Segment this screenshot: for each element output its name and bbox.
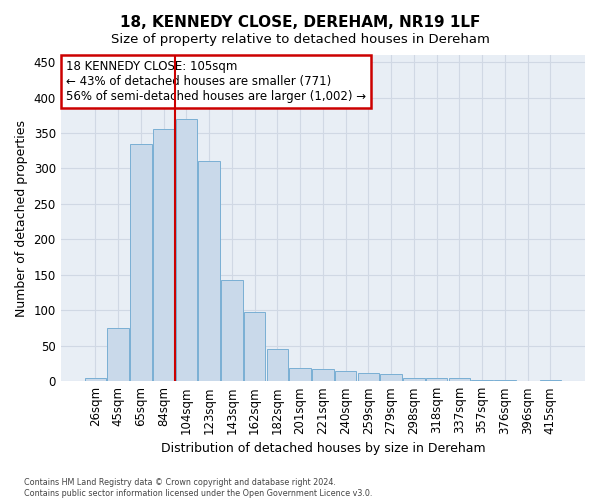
Bar (358, 374, 379, 381)
Bar (471, 380, 493, 381)
Bar (176, 119, 197, 381)
Bar (494, 380, 515, 381)
Bar (85, 378, 106, 381)
Bar (130, 144, 152, 381)
Text: 18, KENNEDY CLOSE, DEREHAM, NR19 1LF: 18, KENNEDY CLOSE, DEREHAM, NR19 1LF (120, 15, 480, 30)
Text: 18 KENNEDY CLOSE: 105sqm
← 43% of detached houses are smaller (771)
56% of semi-: 18 KENNEDY CLOSE: 105sqm ← 43% of detach… (66, 60, 366, 103)
Bar (539, 380, 561, 381)
Text: Size of property relative to detached houses in Dereham: Size of property relative to detached ho… (110, 32, 490, 46)
Bar (403, 378, 425, 381)
Bar (449, 378, 470, 381)
Bar (426, 378, 448, 381)
Bar (244, 312, 265, 381)
X-axis label: Distribution of detached houses by size in Dereham: Distribution of detached houses by size … (161, 442, 485, 455)
Bar (221, 280, 242, 381)
Bar (289, 368, 311, 381)
Y-axis label: Number of detached properties: Number of detached properties (15, 120, 28, 316)
Bar (335, 372, 356, 381)
Bar (198, 162, 220, 381)
Bar (312, 369, 334, 381)
Bar (380, 374, 402, 381)
Bar (153, 130, 175, 381)
Text: Contains HM Land Registry data © Crown copyright and database right 2024.
Contai: Contains HM Land Registry data © Crown c… (24, 478, 373, 498)
Bar (107, 328, 129, 381)
Bar (266, 350, 288, 381)
